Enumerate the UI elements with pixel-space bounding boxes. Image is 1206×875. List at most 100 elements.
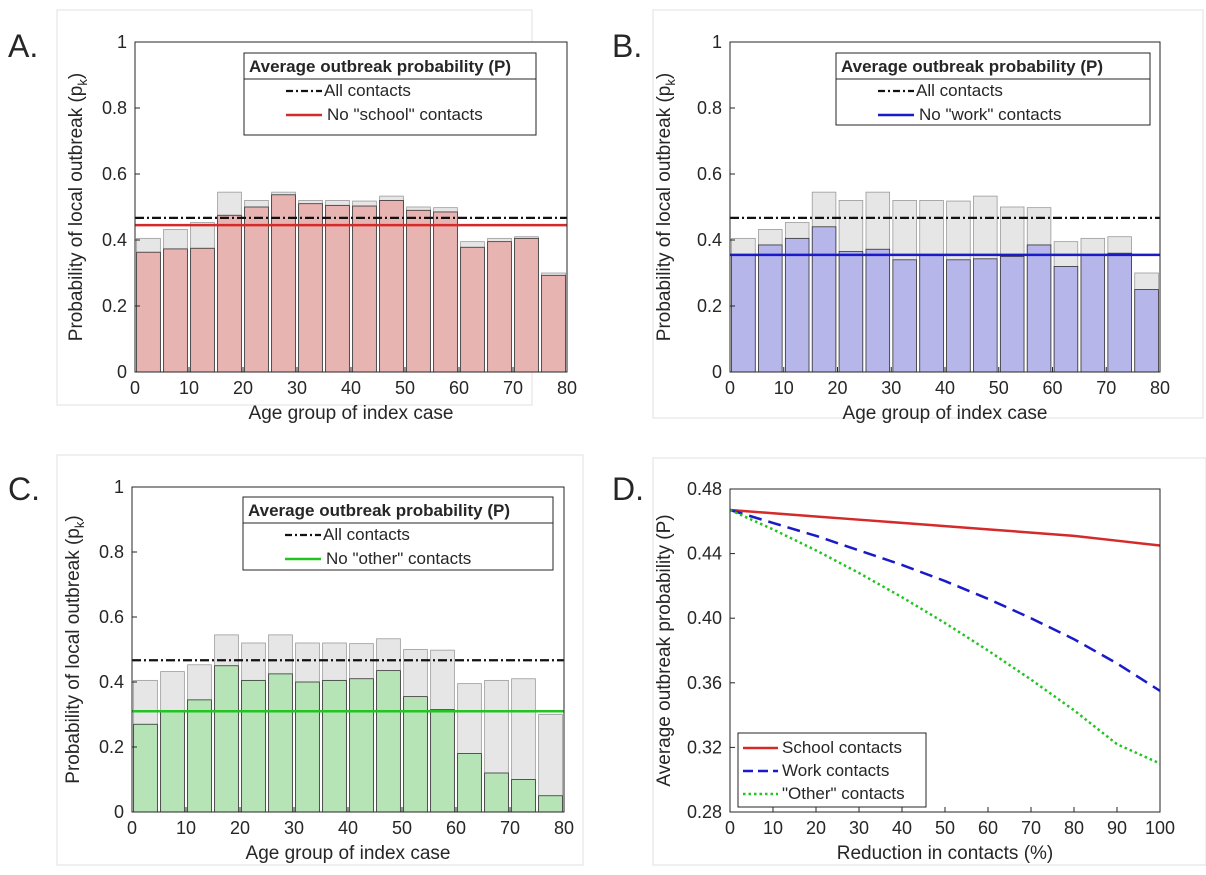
bar-reduced <box>217 214 242 373</box>
x-tick-label: 90 <box>1107 818 1127 838</box>
x-tick-label: 10 <box>179 378 199 398</box>
y-tick-label: 0.2 <box>102 296 127 316</box>
y-tick-label: 0.6 <box>697 164 722 184</box>
x-tick-label: 20 <box>827 378 847 398</box>
y-tick-label: 0.8 <box>99 542 124 562</box>
bar-reduced <box>460 246 485 373</box>
bar-reduced <box>487 241 512 373</box>
bar-reduced <box>1134 289 1159 373</box>
panel-letter: C. <box>8 471 40 507</box>
y-axis-label-sub: k <box>75 79 90 86</box>
bar-reduced <box>784 237 810 373</box>
legend-label: School contacts <box>782 738 902 757</box>
y-axis-label-main: Probability of local outbreak (p <box>654 86 675 342</box>
x-tick-label: 10 <box>176 818 196 838</box>
bar-reduced <box>268 673 293 813</box>
panel-a: A. 0 10 20 30 40 50 60 70 80 0 0.2 0.4 0.6 0.8 1 Age gro… <box>8 9 577 424</box>
y-tick-label: 1 <box>117 32 127 52</box>
x-tick-label: 50 <box>392 818 412 838</box>
bar-reduced <box>484 772 509 813</box>
x-tick-label: 70 <box>503 378 523 398</box>
y-tick-label: 0.6 <box>99 607 124 627</box>
y-axis-label-sub: k <box>663 79 678 86</box>
legend-box <box>243 52 537 136</box>
legend-label: No "other" contacts <box>326 549 471 568</box>
x-tick-label: 20 <box>806 818 826 838</box>
x-tick-label: 50 <box>935 818 955 838</box>
y-tick-label: 0.6 <box>102 164 127 184</box>
bar-reduced <box>298 203 323 373</box>
y-axis-label-main: Probability of local outbreak (p <box>63 528 84 784</box>
bar-reduced <box>731 254 756 373</box>
x-tick-label: 50 <box>989 378 1009 398</box>
bar-reduced <box>811 226 837 373</box>
bar-reduced <box>136 251 161 373</box>
x-tick-label: 70 <box>500 818 520 838</box>
bar-reduced <box>406 209 431 373</box>
bar-reduced <box>514 237 539 373</box>
legend-title: Average outbreak probability (P) <box>249 57 511 76</box>
x-axis-label: Age group of index case <box>843 403 1048 424</box>
x-axis-label: Reduction in contacts (%) <box>837 843 1054 864</box>
bar-reduced <box>133 723 158 813</box>
bar-reduced <box>541 274 566 373</box>
bar-reduced <box>352 205 377 373</box>
legend-label: All contacts <box>323 525 410 544</box>
bar-reduced <box>163 248 188 373</box>
y-axis-label-main: Probability of local outbreak (p <box>66 86 87 342</box>
y-tick-label: 0.32 <box>687 737 722 757</box>
bar-reduced <box>1080 254 1106 373</box>
y-tick-label: 0 <box>712 362 722 382</box>
x-tick-label: 70 <box>1021 818 1041 838</box>
legend-title: Average outbreak probability (P) <box>248 501 510 520</box>
bar-reduced <box>160 710 185 813</box>
series-line-1 <box>729 508 1161 692</box>
x-tick-label: 10 <box>763 818 783 838</box>
y-axis-label-close: ) <box>654 73 675 79</box>
y-axis-label-sub: k <box>72 521 87 528</box>
x-tick-label: 80 <box>1064 818 1084 838</box>
y-tick-label: 0.48 <box>687 479 722 499</box>
y-tick-label: 1 <box>114 477 124 497</box>
x-tick-label: 50 <box>395 378 415 398</box>
bar-reduced <box>973 258 998 373</box>
y-tick-label: 0.44 <box>687 544 722 564</box>
panel-d: D. 0 10 20 30 40 50 60 70 80 90 100 0.28 0.32 0.36 0.40… <box>612 457 1206 866</box>
series-line-2 <box>729 508 1161 765</box>
x-tick-label: 80 <box>557 378 577 398</box>
bar-reduced <box>999 256 1025 373</box>
legend-label: All contacts <box>916 81 1003 100</box>
x-tick-label: 80 <box>554 818 574 838</box>
x-tick-label: 0 <box>127 818 137 838</box>
y-tick-label: 0.2 <box>697 296 722 316</box>
x-tick-label: 40 <box>338 818 358 838</box>
y-tick-label: 0.8 <box>102 98 127 118</box>
bar-reduced <box>322 679 347 813</box>
panel-letter: D. <box>612 471 644 507</box>
y-axis-label-main: Average outbreak probability (P) <box>654 514 675 786</box>
x-tick-label: 80 <box>1150 378 1170 398</box>
y-tick-label: 1 <box>712 32 722 52</box>
x-tick-label: 30 <box>881 378 901 398</box>
x-tick-label: 30 <box>284 818 304 838</box>
bar-reduced <box>838 251 864 373</box>
y-axis-label-close: ) <box>63 515 84 521</box>
y-tick-label: 0.28 <box>687 802 722 822</box>
bar-reduced <box>511 779 536 813</box>
legend-label: No "work" contacts <box>919 105 1061 124</box>
bar-reduced <box>187 699 212 813</box>
x-tick-label: 60 <box>449 378 469 398</box>
legend-box <box>835 52 1151 126</box>
x-tick-label: 60 <box>446 818 466 838</box>
legend-label: "Other" contacts <box>782 784 905 803</box>
x-tick-label: 30 <box>849 818 869 838</box>
bar-reduced <box>271 194 296 373</box>
x-tick-label: 40 <box>341 378 361 398</box>
bar-reduced <box>295 681 320 813</box>
bar-reduced <box>190 247 215 373</box>
legend-box <box>737 732 927 808</box>
bar-reduced <box>214 665 239 813</box>
bar-reduced <box>430 709 455 813</box>
y-tick-label: 0.4 <box>99 672 124 692</box>
x-axis-label: Age group of index case <box>246 843 451 864</box>
